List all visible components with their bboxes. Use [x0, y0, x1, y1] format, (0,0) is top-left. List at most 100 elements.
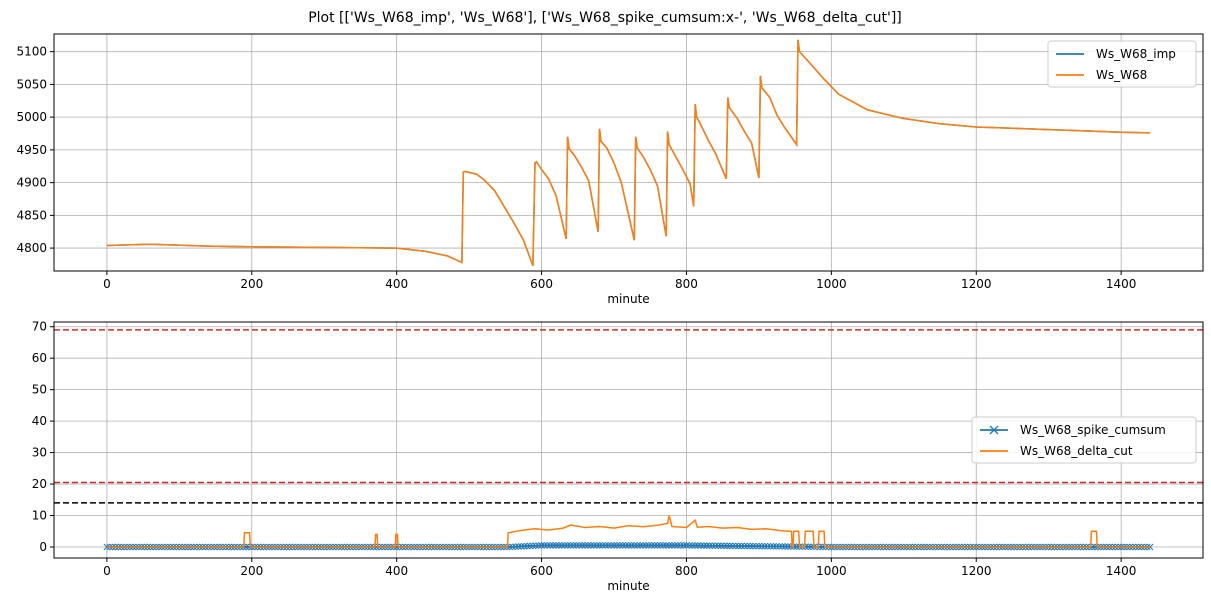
series-marker: [761, 542, 769, 550]
series-marker: [590, 542, 598, 549]
series-marker: [764, 542, 771, 550]
series-marker: [587, 542, 595, 549]
series-marker: [686, 542, 693, 549]
series-marker: [535, 542, 543, 549]
y-tick-label: 10: [32, 509, 47, 523]
axes-frame: [53, 321, 1204, 559]
series-marker: [732, 542, 740, 550]
y-tick-label: 0: [39, 540, 47, 554]
series-marker: [712, 542, 719, 550]
x-tick-label: 800: [675, 277, 698, 291]
x-tick-label: 0: [103, 277, 111, 291]
series-marker: [604, 542, 612, 549]
series-marker: [735, 542, 742, 550]
series-marker: [709, 542, 716, 550]
series-marker: [515, 543, 522, 550]
series-marker: [807, 543, 815, 551]
series-marker: [567, 542, 574, 549]
series-marker: [688, 542, 696, 549]
series-marker: [717, 542, 725, 550]
x-tick-label: 1200: [961, 564, 992, 578]
series-marker: [619, 542, 627, 549]
series-marker: [520, 542, 528, 550]
legend-marker: [989, 425, 999, 435]
series-marker: [723, 542, 731, 550]
series-marker: [613, 542, 621, 549]
series-marker: [749, 542, 757, 550]
series-marker: [665, 542, 673, 549]
series-marker: [564, 542, 571, 549]
series-marker: [572, 542, 580, 549]
series-marker: [659, 542, 667, 549]
series-marker: [726, 542, 734, 550]
x-axis-label: minute: [607, 579, 649, 593]
series-marker: [622, 542, 629, 549]
x-tick-label: 1400: [1106, 277, 1137, 291]
series-marker: [651, 542, 658, 549]
series-marker: [523, 542, 531, 550]
figure-title: Plot [['Ws_W68_imp', 'Ws_W68'], ['Ws_W68…: [308, 10, 902, 26]
series-marker: [103, 543, 111, 551]
series-marker: [630, 542, 638, 549]
series-marker: [549, 542, 557, 549]
bottom-panel: 0 200 400 600 800 1000 1200 1400 0 10 20 30 40 50 60 70…: [32, 320, 1204, 593]
series-marker: [555, 542, 563, 549]
series-marker: [793, 543, 800, 550]
series-marker: [668, 542, 676, 549]
legend-box: [1047, 40, 1197, 88]
series-marker: [691, 542, 699, 549]
y-tick-label: 40: [32, 414, 47, 428]
series-marker: [529, 542, 537, 550]
series-marker: [657, 542, 664, 549]
series-marker: [683, 542, 690, 549]
y-tick-label: 4850: [16, 208, 47, 222]
series-marker: [639, 542, 647, 549]
series-marker: [532, 542, 540, 550]
y-tick-label: 60: [32, 351, 47, 365]
axes-frame: [53, 33, 1204, 272]
y-tick-label: 20: [32, 477, 47, 491]
series-marker: [578, 542, 586, 549]
series-marker: [517, 543, 525, 550]
y-tick-label: 70: [32, 320, 47, 334]
legend-label: Ws_W68_imp: [1096, 47, 1176, 61]
series-marker: [752, 542, 760, 550]
series-marker: [607, 542, 615, 549]
series-line-Ws_W68_imp: [106, 39, 1151, 267]
x-tick-label: 800: [675, 564, 698, 578]
series-marker: [671, 542, 679, 549]
legend-box: [971, 416, 1197, 464]
series-marker: [767, 542, 774, 550]
x-tick-label: 0: [103, 564, 111, 578]
series-marker: [680, 542, 687, 549]
x-tick-label: 1200: [961, 277, 992, 291]
y-tick-label: 4950: [16, 143, 47, 157]
series-marker: [599, 542, 606, 549]
series-marker: [601, 542, 609, 549]
series-line-Ws_W68: [106, 39, 1151, 267]
series-marker: [570, 542, 577, 549]
series-marker: [645, 542, 653, 549]
series-marker: [781, 543, 789, 550]
series-marker: [1146, 543, 1154, 551]
x-tick-label: 1000: [816, 564, 847, 578]
series-marker: [738, 542, 745, 550]
series-marker: [677, 542, 685, 549]
series-marker: [558, 542, 566, 549]
series-marker: [642, 542, 650, 549]
x-tick-label: 200: [240, 564, 263, 578]
series-marker: [552, 542, 560, 549]
series-marker: [720, 542, 728, 550]
series-marker: [775, 543, 783, 550]
x-tick-label: 1000: [816, 277, 847, 291]
series-marker: [546, 542, 554, 549]
series-marker: [538, 542, 545, 549]
y-tick-label: 5100: [16, 45, 47, 59]
series-marker: [526, 542, 534, 550]
series-marker: [770, 543, 777, 550]
legend-label: Ws_W68: [1096, 68, 1147, 82]
series-marker: [512, 543, 519, 551]
y-tick-label: 5050: [16, 77, 47, 91]
series-marker: [741, 542, 748, 550]
